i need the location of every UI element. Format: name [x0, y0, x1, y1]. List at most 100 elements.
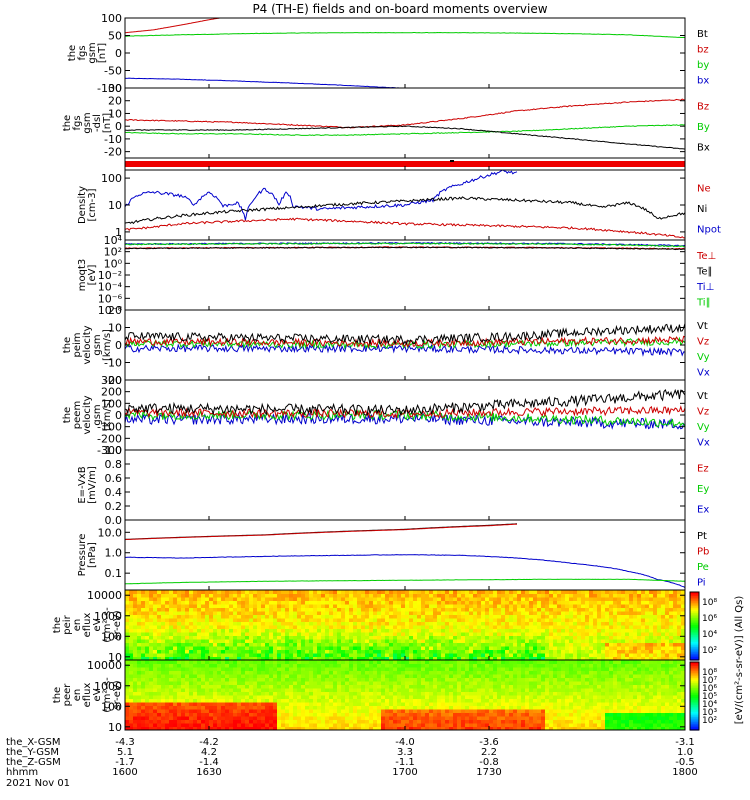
heatmap-cell	[321, 656, 326, 660]
heatmap-cell	[369, 716, 374, 720]
heatmap-cell	[369, 670, 374, 675]
heatmap-cell	[317, 674, 322, 678]
heatmap-cell	[577, 611, 582, 615]
heatmap-cell	[149, 726, 154, 730]
heatmap-cell	[257, 670, 262, 675]
heatmap-cell	[237, 639, 242, 643]
heatmap-cell	[237, 681, 242, 685]
heatmap-cell	[469, 712, 474, 717]
heatmap-cell	[349, 656, 354, 660]
heatmap-cell	[149, 656, 154, 660]
heatmap-cell	[677, 614, 682, 619]
heatmap-cell	[281, 625, 286, 629]
heatmap-cell	[145, 656, 150, 660]
heatmap-cell	[381, 698, 386, 703]
heatmap-cell	[637, 653, 642, 657]
heatmap-cell	[345, 677, 350, 682]
heatmap-cell	[305, 618, 310, 622]
heatmap-cell	[197, 590, 202, 594]
heatmap-cell	[365, 642, 370, 647]
heatmap-cell	[393, 593, 398, 598]
heatmap-cell	[469, 604, 474, 608]
heatmap-cell	[133, 684, 138, 689]
heatmap-cell	[133, 709, 138, 713]
heatmap-cell	[373, 639, 378, 643]
heatmap-cell	[469, 614, 474, 619]
heatmap-cell	[657, 607, 662, 612]
heatmap-cell	[409, 639, 414, 643]
heatmap-cell	[357, 709, 362, 713]
heatmap-cell	[261, 667, 266, 671]
heatmap-cell	[189, 618, 194, 622]
heatmap-cell	[429, 649, 434, 654]
heatmap-cell	[317, 618, 322, 622]
heatmap-cell	[381, 628, 386, 633]
heatmap-cell	[641, 590, 646, 594]
heatmap-cell	[233, 621, 238, 626]
heatmap-cell	[129, 660, 134, 664]
heatmap-cell	[393, 663, 398, 668]
heatmap-cell	[433, 677, 438, 682]
heatmap-cell	[321, 639, 326, 643]
heatmap-cell	[273, 590, 278, 594]
heatmap-cell	[581, 646, 586, 650]
heatmap-cell	[477, 656, 482, 660]
heatmap-cell	[581, 590, 586, 594]
heatmap-cell	[145, 670, 150, 675]
heatmap-cell	[261, 684, 266, 689]
heatmap-cell	[353, 597, 358, 601]
heatmap-cell	[417, 702, 422, 706]
heatmap-cell	[409, 681, 414, 685]
heatmap-cell	[309, 649, 314, 654]
heatmap-cell	[465, 653, 470, 657]
heatmap-cell	[485, 590, 490, 594]
heatmap-cell	[569, 628, 574, 633]
heatmap-cell	[465, 614, 470, 619]
heatmap-cell	[401, 597, 406, 601]
y-tick-label: 200	[101, 386, 122, 399]
heatmap-cell	[325, 719, 330, 724]
y-axis-label: E=-VxB	[77, 466, 88, 503]
heatmap-cell	[561, 656, 566, 660]
heatmap-cell	[369, 709, 374, 713]
series-Vz	[125, 335, 685, 349]
heatmap-cell	[437, 614, 442, 619]
heatmap-cell	[417, 698, 422, 703]
heatmap-cell	[585, 646, 590, 650]
heatmap-cell	[333, 639, 338, 643]
heatmap-cell	[617, 600, 622, 605]
heatmap-cell	[137, 716, 142, 720]
heatmap-cell	[469, 618, 474, 622]
heatmap-cell	[201, 691, 206, 696]
heatmap-cell	[469, 600, 474, 605]
heatmap-cell	[441, 674, 446, 678]
y-tick-label: 10⁰	[104, 257, 123, 270]
heatmap-cell	[381, 597, 386, 601]
heatmap-cell	[405, 688, 410, 692]
heatmap-cell	[149, 600, 154, 605]
heatmap-cell	[369, 607, 374, 612]
heatmap-cell	[317, 656, 322, 660]
heatmap-cell	[493, 681, 498, 685]
heatmap-cell	[481, 663, 486, 668]
heatmap-cell	[421, 667, 426, 671]
heatmap-cell	[309, 716, 314, 720]
y-axis-label: -dsl	[92, 114, 103, 132]
heatmap-cell	[449, 611, 454, 615]
heatmap-cell	[477, 646, 482, 650]
heatmap-cell	[225, 684, 230, 689]
heatmap-cell	[309, 705, 314, 710]
heatmap-cell	[257, 723, 262, 727]
heatmap-cell	[289, 646, 294, 650]
heatmap-cell	[329, 726, 334, 730]
heatmap-cell	[393, 628, 398, 633]
heatmap-cell	[417, 597, 422, 601]
heatmap-cell	[197, 642, 202, 647]
heatmap-cell	[561, 625, 566, 629]
heatmap-cell	[353, 642, 358, 647]
heatmap-cell	[681, 590, 685, 594]
heatmap-cell	[489, 695, 494, 699]
heatmap-cell	[345, 698, 350, 703]
heatmap-cell	[241, 628, 246, 633]
heatmap-cell	[493, 590, 498, 594]
